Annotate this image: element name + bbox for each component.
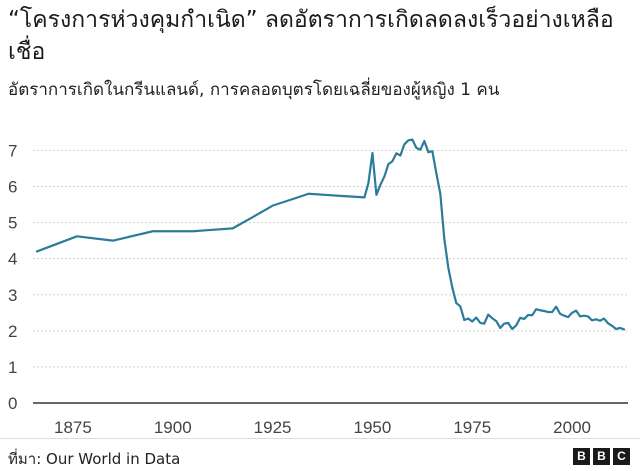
y-tick-label: 4 — [8, 250, 17, 269]
series-line — [35, 138, 626, 331]
x-tick-label: 1925 — [254, 418, 292, 437]
y-tick-label: 7 — [8, 141, 17, 160]
y-tick-label: 6 — [8, 178, 17, 197]
y-tick-label: 3 — [8, 286, 17, 305]
x-tick-label: 1900 — [154, 418, 192, 437]
y-tick-label: 5 — [8, 214, 17, 233]
bbc-logo: B B C — [573, 448, 630, 465]
series-layer — [35, 138, 626, 331]
chart-subtitle: อัตราการเกิดในกรีนแลนด์, การคลอดบุตรโดยเ… — [8, 80, 500, 100]
chart-title: “โครงการห่วงคุมกำเนิด” ลดอัตราการเกิดลดล… — [8, 7, 614, 65]
y-tick-label: 2 — [8, 322, 17, 341]
y-tick-labels: 0 1 2 3 4 5 6 7 — [8, 141, 17, 413]
line-chart: 0 1 2 3 4 5 6 7 1875 1900 1925 1950 1975 2000 — [8, 138, 628, 437]
y-tick-label: 1 — [8, 358, 17, 377]
logo-letter-b1: B — [573, 448, 590, 465]
logo-letter-c: C — [613, 448, 630, 465]
x-tick-label: 1875 — [54, 418, 92, 437]
x-tick-labels: 1875 1900 1925 1950 1975 2000 — [54, 418, 591, 437]
footer: ที่มา: Our World in Data B B C — [0, 438, 640, 470]
source-text: ที่มา: Our World in Data — [8, 450, 181, 468]
logo-letter-b2: B — [593, 448, 610, 465]
x-tick-label: 1975 — [453, 418, 491, 437]
x-tick-label: 2000 — [553, 418, 591, 437]
x-tick-label: 1950 — [354, 418, 392, 437]
grid-lines — [33, 149, 628, 404]
y-tick-label: 0 — [8, 394, 17, 413]
